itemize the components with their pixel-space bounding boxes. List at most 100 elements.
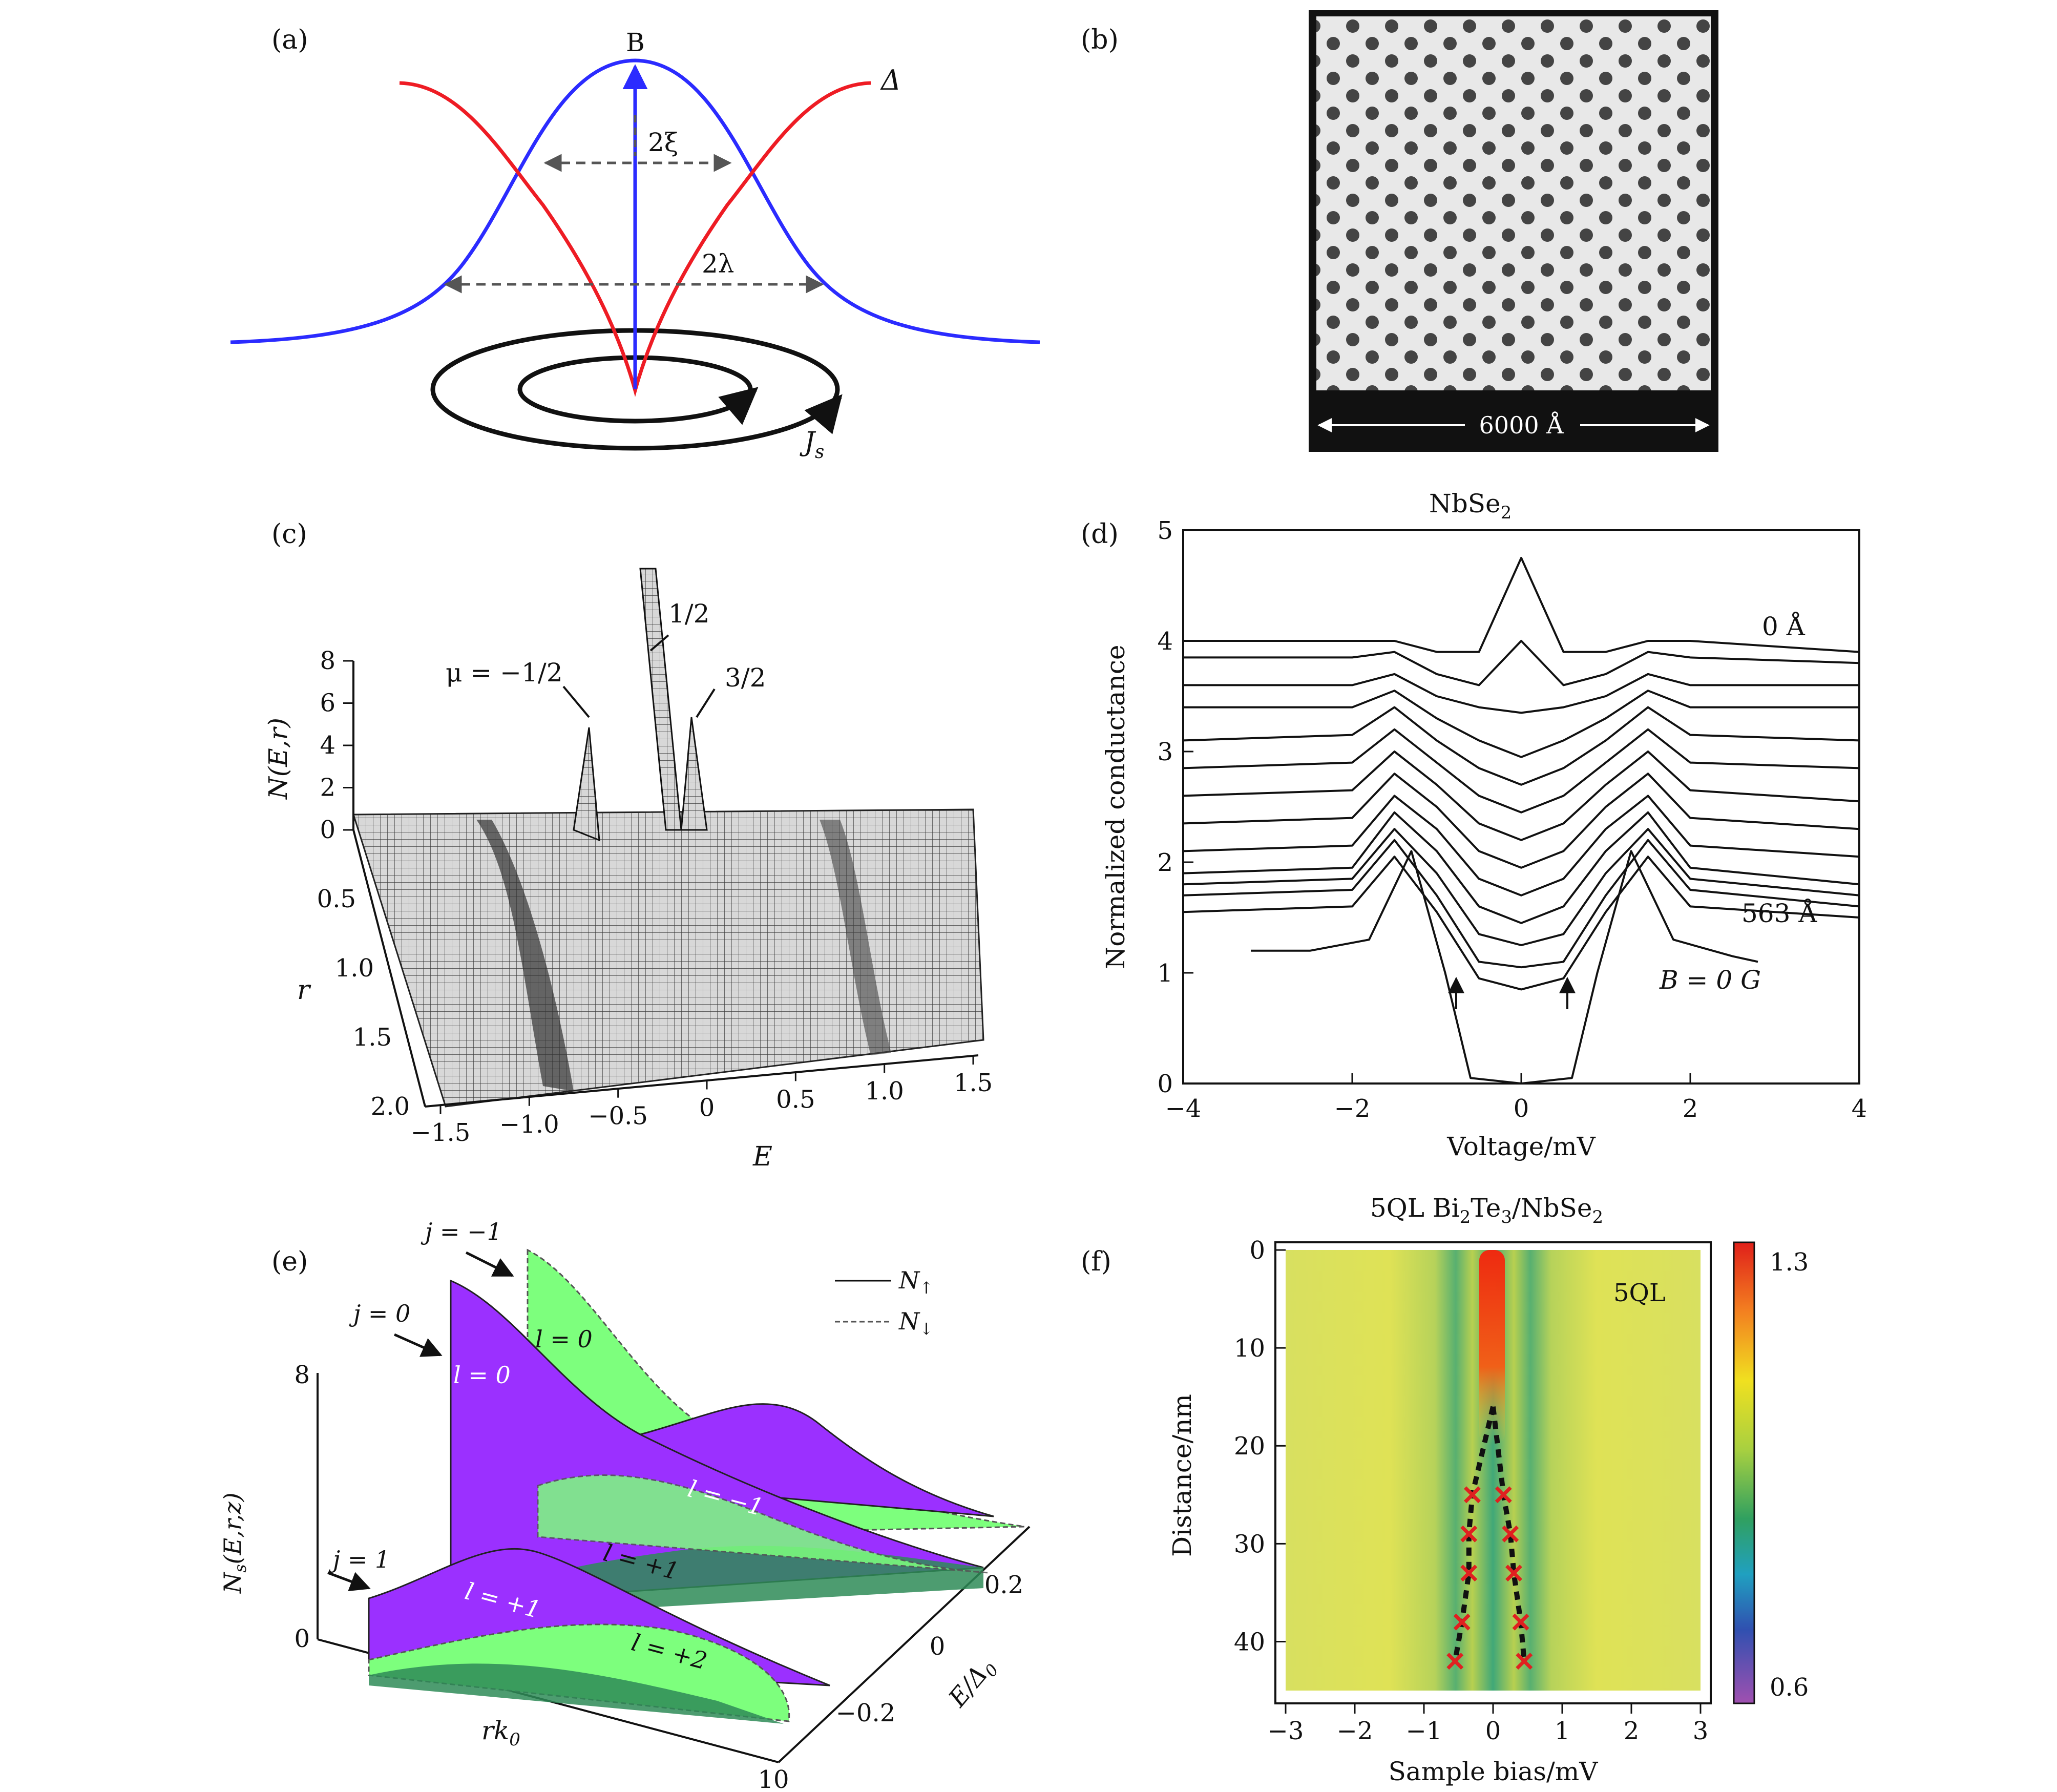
d-annot-bottom: 563 Å [1741,898,1817,928]
e-green-j0 [537,1474,989,1574]
vortex-lattice-image [1316,16,1711,390]
js-label: Js [800,427,824,463]
c-e-tick-label: 1.0 [865,1077,904,1106]
d-y-tick-label: 3 [1157,738,1173,766]
e-l-label-0: l = 0 [453,1361,511,1389]
f-peak-marker [1505,1565,1522,1582]
c-e-tick-label: −1.5 [411,1118,471,1147]
d-conductance-curve [1183,828,1860,946]
f-peak-trace-left [1452,1406,1496,1662]
e-energy-tick-label: 0.2 [984,1571,1023,1599]
e-y-label: Ns(E,r,z) [219,1492,250,1594]
c-e-label: E [752,1141,772,1172]
panel-e-label: (e) [271,1246,308,1277]
outer-loop-arrow-icon [804,394,843,434]
e-axis-ticks: 0 8 10 0.2 0 −0.2 [294,1361,1023,1792]
panel-a: (a) B Δ 2ξ 2λ Js [230,25,1040,463]
panel-b-label: (b) [1081,25,1119,55]
c-z-tick-label: 0 [320,816,335,844]
scale-bar-label: 6000 Å [1479,411,1564,439]
d-y-tick-label: 1 [1157,959,1173,988]
f-x-tick-label: −2 [1337,1717,1373,1745]
f-y-tick-label: 10 [1234,1334,1265,1363]
f-peak-marker [1502,1525,1519,1543]
c-z-tick-label: 6 [320,689,335,718]
delta-label: Δ [880,64,901,96]
inner-loop-arrow-icon [718,387,759,425]
e-teal-j1 [369,1663,784,1724]
c-r-tick-label: 1.5 [353,1023,392,1052]
f-axis-ticks: 0 10 20 30 40 −3 −2 −1 0 1 2 3 [1234,1236,1708,1745]
c-e-tick-label: 0 [699,1094,715,1122]
f-peak-marker [1446,1653,1464,1670]
d-conductance-curve [1183,728,1860,814]
f-colorbar-min: 0.6 [1770,1673,1809,1702]
f-title: 5QL Bi2Te3/NbSe2 [1370,1193,1603,1227]
e-energy-tick-label: 0 [930,1632,946,1661]
f-x-label: Sample bias/mV [1389,1757,1599,1786]
c-e-axis [425,1054,979,1108]
f-y-tick-label: 20 [1234,1432,1265,1461]
f-y-tick-label: 0 [1249,1236,1265,1265]
f-inset-label: 5QL [1613,1279,1666,1307]
peak-label-three-half: 3/2 [725,663,766,693]
e-j-minus1-arrow-icon [465,1251,514,1277]
f-x-tick-label: −1 [1406,1717,1442,1745]
lambda-label: 2λ [702,249,734,279]
e-j1-arrow-icon [327,1571,371,1592]
surface-ridge-left [476,820,574,1091]
c-r-ticks: 0.5 1.0 1.5 2.0 [317,885,410,1121]
c-z-tick-label: 4 [320,731,335,760]
d-conductance-curve [1183,811,1860,924]
f-peak-marker [1516,1653,1533,1670]
panel-d-label: (d) [1081,519,1119,550]
c-r-label: r [297,975,311,1006]
d-conductance-curve [1183,795,1860,897]
field-curve-B [230,58,1040,344]
f-peak-markers [1446,1406,1533,1670]
d-conductance-curve [1183,640,1860,686]
f-y-label: Distance/nm [1167,1394,1197,1557]
e-energy-axis [778,1526,1031,1763]
e-x-tick-label: 10 [758,1765,789,1792]
c-z-tick-label: 2 [320,774,335,802]
d-y-tick-label: 0 [1157,1070,1173,1098]
e-y-tick-label: 8 [294,1361,310,1389]
d-y-tick-label: 5 [1157,516,1173,545]
peak-leader-half [649,634,669,652]
d-conductance-curve [1183,706,1860,786]
e-energy-tick-label: −0.2 [836,1699,896,1727]
d-conductance-curve [1183,751,1860,841]
dos-surface-plot [352,808,984,1108]
d-conductance-curve [1183,690,1859,758]
e-j0-arrow-icon [393,1333,443,1357]
d-conductance-curve [1183,673,1859,714]
f-x-tick-label: 3 [1693,1717,1709,1745]
e-x-label: rk0 [481,1716,520,1750]
c-r-tick-label: 0.5 [317,885,356,913]
d-conductance-curve [1183,839,1860,969]
c-z-ticks: 0 2 4 6 8 [320,647,353,844]
d-conductance-curves [1183,557,1860,1085]
e-legend-up: N↑ [898,1266,933,1298]
f-x-tick-label: 2 [1624,1717,1640,1745]
d-x-tick-label: 0 [1514,1094,1529,1123]
f-x-tick-label: 1 [1555,1717,1570,1745]
panel-e: (e) 0 8 10 0.2 0 −0.2 Ns(E,r,z) rk0 E/Δ0 j = … [219,1218,1031,1792]
surface-ridge-right [820,820,891,1055]
panel-c-label: (c) [271,519,307,550]
d-conductance-curve [1183,557,1860,653]
xi-label: 2ξ [648,128,678,157]
peak-leader-three-half [696,688,716,718]
e-legend-down: N↓ [898,1307,933,1339]
e-y-tick-label: 0 [294,1624,310,1653]
f-x-tick-label: −3 [1268,1717,1304,1745]
d-title: NbSe2 [1429,489,1512,523]
d-y-tick-label: 4 [1157,627,1173,656]
d-y-tick-label: 2 [1157,848,1173,877]
e-l-label-1: l = 0 [535,1325,593,1353]
d-x-tick-label: 4 [1852,1094,1867,1123]
c-e-tick-label: −0.5 [588,1102,648,1131]
peak-label-half: 1/2 [668,599,709,629]
d-axis-ticks: 0 1 2 3 4 5 −4 −2 0 2 4 [1157,516,1867,1123]
